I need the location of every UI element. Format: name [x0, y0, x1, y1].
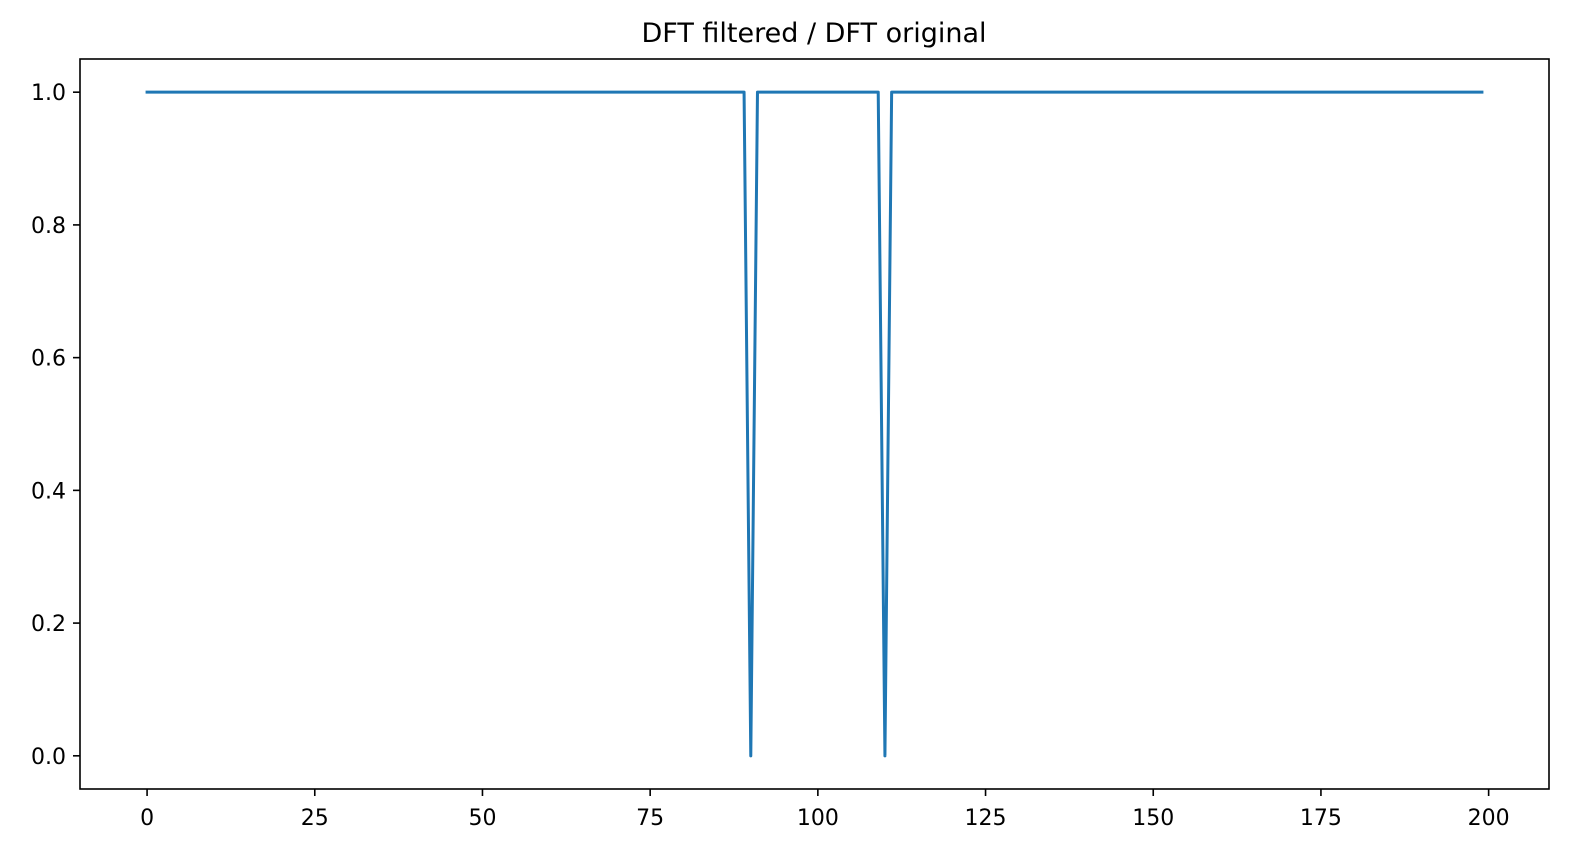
- y-tick-label: 0.2: [31, 612, 66, 637]
- x-tick-label: 25: [301, 806, 329, 831]
- x-tick-label: 100: [797, 806, 839, 831]
- series-layer: [145, 90, 1484, 758]
- plot-area: [80, 59, 1549, 789]
- y-tick-label: 0.8: [31, 214, 66, 239]
- x-tick-label: 175: [1300, 806, 1342, 831]
- y-axis-ticks: 0.0 0.2 0.4 0.6 0.8 1.0: [31, 81, 80, 770]
- y-tick-label: 1.0: [31, 81, 66, 106]
- x-tick-label: 150: [1132, 806, 1174, 831]
- x-tick-label: 200: [1468, 806, 1510, 831]
- plot-frame: [79, 58, 1550, 790]
- x-tick-label: 125: [965, 806, 1007, 831]
- x-tick-label: 75: [636, 806, 664, 831]
- series-line-0: [145, 90, 1484, 758]
- chart-title: DFT filtered / DFT original: [642, 18, 987, 49]
- x-tick-label: 50: [468, 806, 496, 831]
- y-tick-label: 0.0: [31, 745, 66, 770]
- y-tick-label: 0.4: [31, 479, 66, 504]
- x-axis-ticks: 0 25 50 75 100 125 150 175 200: [140, 789, 1510, 831]
- y-tick-label: 0.6: [31, 347, 66, 372]
- x-tick-label: 0: [140, 806, 154, 831]
